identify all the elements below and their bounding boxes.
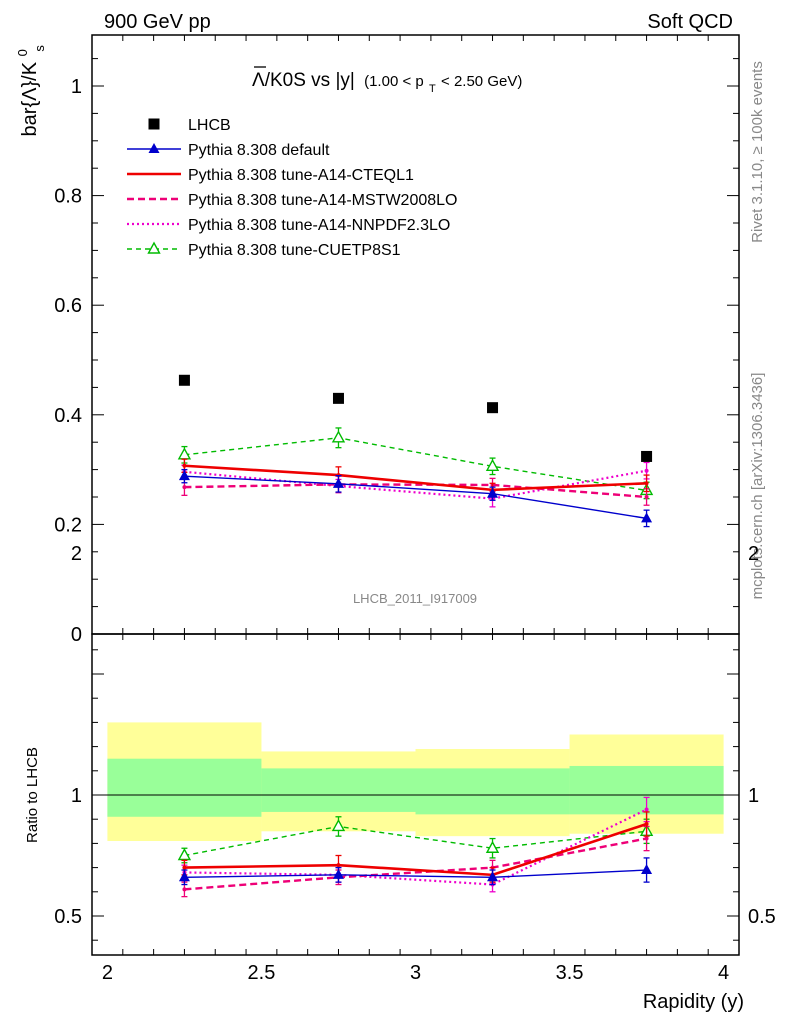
y-axis-label-main-sup: 0 <box>15 49 30 56</box>
y-tick-label-ratio-right: 0.5 <box>748 906 776 928</box>
ratio-cuetp8s1-line <box>184 825 647 857</box>
y-tick-label-main: 0 <box>71 624 82 646</box>
x-axis-label: Rapidity (y) <box>643 991 744 1013</box>
ratio-cteql1-point <box>644 822 649 827</box>
main-cuetp8s1-point <box>331 430 346 443</box>
y-tick-label-main: 0.4 <box>54 405 82 427</box>
y-tick-label-ratio: 0.5 <box>54 906 82 928</box>
main-data-point <box>178 374 190 386</box>
main-data-point <box>487 402 499 414</box>
ratio-default-point <box>487 871 499 882</box>
ratio-cuetp8s1-point <box>331 819 346 832</box>
y-tick-label-ratio-right: 2 <box>748 543 759 565</box>
legend-label-nnpdf: Pythia 8.308 tune-A14-NNPDF2.3LO <box>188 217 450 234</box>
axis-tick-labels: 0 0.2 0.4 0.6 0.8 1 0.5 0.5 1 1 2 2 2 2.5 3 3.5 4 <box>54 76 776 984</box>
main-cuetp8s1-point <box>485 458 500 472</box>
main-default-point <box>332 477 344 488</box>
main-default-line <box>184 475 647 520</box>
ratio-nnpdf-line <box>184 808 648 886</box>
x-tick-label: 2.5 <box>248 962 276 984</box>
plot-title-cut-prefix: (1.00 < p <box>364 73 424 90</box>
y-axis-label-ratio: Ratio to LHCB <box>24 747 41 843</box>
x-tick-label: 4 <box>718 962 729 984</box>
ratio-panel-series <box>177 796 654 898</box>
main-data-point <box>641 450 653 462</box>
main-nnpdf-point <box>644 468 649 473</box>
main-data-point <box>332 392 344 404</box>
plot-title: Λ/K0S vs |y| (1.00 < p T < 2.50 GeV) <box>252 70 522 97</box>
legend-marker-default <box>148 143 160 153</box>
ratio-uncertainty-bands <box>107 722 724 841</box>
y-axis-label-main-sub: s <box>32 45 47 52</box>
legend: LHCB Pythia 8.308 default Pythia 8.308 tun… <box>127 117 457 259</box>
y-axis-label-main: bar{Λ}/K 0 s <box>10 44 47 137</box>
ratio-nnpdf-point <box>644 807 649 812</box>
energy-label: 900 GeV pp <box>104 11 211 33</box>
ratio-band-inner <box>415 768 570 815</box>
main-mstw-point <box>644 495 649 499</box>
ratio-cuetp8s1-point <box>177 848 192 861</box>
category-label: Soft QCD <box>647 11 733 33</box>
plot-title-main: Λ/K0S vs |y| <box>252 70 355 91</box>
y-tick-label-main: 0.2 <box>54 514 82 536</box>
y-tick-label-main: 0.8 <box>54 186 82 208</box>
ratio-default-point <box>641 864 653 875</box>
legend-marker-cuetp8s1 <box>147 241 161 254</box>
ratio-cteql1-point <box>182 865 187 870</box>
axis-ticks <box>91 35 740 955</box>
mcplots-label: mcplots.cern.ch [arXiv:1306.3436] <box>749 373 766 600</box>
y-tick-label-main: 0.6 <box>54 295 82 317</box>
y-tick-label-ratio: 2 <box>71 543 82 565</box>
main-default-point <box>178 470 190 481</box>
ratio-band-inner <box>261 768 416 812</box>
main-mstw-point <box>182 485 187 490</box>
main-panel-series <box>177 374 654 528</box>
legend-label-default: Pythia 8.308 default <box>188 142 330 159</box>
ratio-cuetp8s1-point <box>485 840 500 853</box>
ratio-default-line <box>184 869 647 878</box>
plot-title-cut-suffix: < 2.50 GeV) <box>441 73 522 90</box>
legend-label-cteql1: Pythia 8.308 tune-A14-CTEQL1 <box>188 167 414 184</box>
ratio-cteql1-line <box>184 822 647 877</box>
y-tick-label-ratio-right: 1 <box>748 785 759 807</box>
ratio-cteql1-point <box>336 863 341 868</box>
main-cteql1-line <box>184 464 647 492</box>
rivet-version-label: Rivet 3.1.10, ≥ 100k events <box>749 61 766 243</box>
x-tick-label: 3.5 <box>556 962 584 984</box>
ratio-default-point <box>178 871 190 882</box>
ratio-mstw-point <box>644 836 649 841</box>
legend-label-data: LHCB <box>188 117 231 134</box>
main-nnpdf-line <box>184 469 647 500</box>
ratio-mstw-point <box>182 887 187 892</box>
main-mstw-line <box>184 483 647 499</box>
x-tick-label: 3 <box>410 962 421 984</box>
ratio-mstw-line <box>184 837 647 891</box>
analysis-id-label: LHCB_2011_I917009 <box>353 591 477 606</box>
legend-label-mstw: Pythia 8.308 tune-A14-MSTW2008LO <box>188 192 457 209</box>
y-tick-label-main: 1 <box>71 76 82 98</box>
y-tick-label-ratio: 1 <box>71 785 82 807</box>
main-default-point <box>487 487 499 498</box>
main-cteql1-point <box>182 463 187 468</box>
x-tick-label: 2 <box>102 962 113 984</box>
y-axis-label-main-text: bar{Λ}/K <box>19 61 41 136</box>
main-cteql1-point <box>644 481 649 486</box>
legend-marker-data <box>148 118 160 130</box>
legend-label-cuetp8s1: Pythia 8.308 tune-CUETP8S1 <box>188 242 401 259</box>
plot-title-cut-sub: T <box>429 83 436 95</box>
main-cuetp8s1-line <box>184 437 647 492</box>
ratio-default-point <box>332 868 344 879</box>
ratio-band-inner <box>107 758 262 817</box>
main-default-point <box>641 512 653 523</box>
